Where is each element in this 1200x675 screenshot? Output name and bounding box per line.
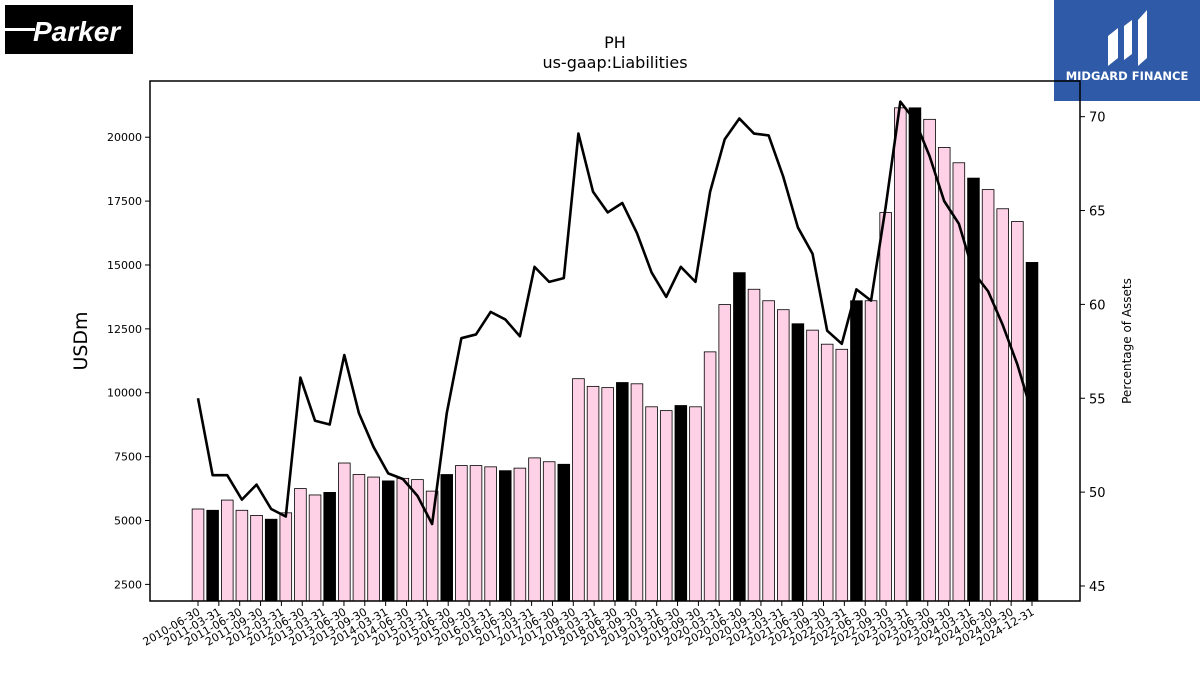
parker-logo: Parker [5, 5, 133, 54]
midgard-logo-text: MIDGARD FINANCE [1066, 69, 1189, 83]
bar [221, 499, 234, 602]
bar [455, 465, 468, 602]
bar [630, 383, 644, 602]
bar [791, 323, 805, 602]
bar [528, 457, 541, 602]
bar [777, 309, 790, 602]
bar [572, 378, 585, 602]
bar [1025, 262, 1039, 602]
y2-tick-label: 65 [1089, 205, 1106, 220]
bar [703, 351, 717, 602]
y-tick-label: 2500 [114, 578, 142, 591]
y-tick-label: 10000 [107, 387, 142, 400]
bar [250, 515, 263, 602]
bar [206, 509, 219, 602]
bar [908, 107, 922, 602]
bar [850, 300, 863, 602]
y2-tick-label: 60 [1089, 298, 1106, 313]
bar [294, 488, 307, 602]
bar [645, 406, 658, 602]
bar [601, 387, 614, 602]
y-axis-label: USDm [70, 311, 92, 370]
bar [718, 304, 731, 602]
bar [381, 480, 395, 602]
y2-tick-label: 45 [1089, 580, 1106, 595]
bar [806, 329, 819, 602]
bar [996, 208, 1009, 602]
parker-logo-text: Parker [33, 16, 122, 47]
chart-title: PH [604, 33, 626, 52]
bar [923, 118, 936, 602]
bar [191, 508, 205, 602]
bar [396, 477, 410, 602]
bar [513, 467, 527, 602]
bar [352, 474, 366, 602]
bar [967, 177, 980, 602]
bar [820, 343, 834, 602]
bar [586, 385, 600, 602]
plot-frame [149, 80, 1081, 602]
y-tick-label: 17500 [107, 195, 142, 208]
bar [747, 288, 761, 602]
bar [499, 470, 512, 602]
bar [367, 476, 380, 602]
chart-subtitle: us-gaap:Liabilities [542, 53, 687, 72]
y-tick-label: 15000 [107, 259, 142, 272]
bar [323, 491, 336, 602]
y-tick-label: 7500 [114, 451, 142, 464]
bar [659, 410, 673, 602]
bar [894, 107, 907, 602]
bar [733, 272, 746, 602]
bar [835, 348, 849, 602]
bar [674, 405, 688, 602]
y-tick-label: 20000 [107, 131, 142, 144]
y2-axis-label: Percentage of Assets [1120, 278, 1134, 404]
bar [1011, 221, 1024, 602]
bar [469, 465, 483, 602]
bar [879, 212, 892, 602]
bar [279, 512, 293, 602]
bar [616, 382, 629, 602]
y-tick-label: 12500 [107, 323, 142, 336]
bar [484, 466, 497, 602]
y2-tick-label: 55 [1089, 392, 1106, 407]
bar [440, 474, 453, 602]
percentage-line [196, 100, 1034, 526]
bar [338, 462, 351, 602]
bar [937, 147, 951, 602]
bar [308, 494, 322, 602]
bar [557, 463, 571, 602]
y2-tick-label: 50 [1089, 486, 1106, 501]
y2-tick-label: 70 [1089, 111, 1106, 126]
bar [864, 300, 878, 602]
bar [952, 162, 966, 602]
bar [689, 406, 702, 602]
bar [762, 300, 775, 602]
bar [264, 518, 278, 602]
midgard-finance-logo: MIDGARD FINANCE [1054, 0, 1200, 101]
bar [235, 509, 249, 602]
bar [425, 490, 439, 602]
bar [542, 461, 556, 602]
bar [981, 189, 995, 602]
y-tick-label: 5000 [114, 515, 142, 528]
